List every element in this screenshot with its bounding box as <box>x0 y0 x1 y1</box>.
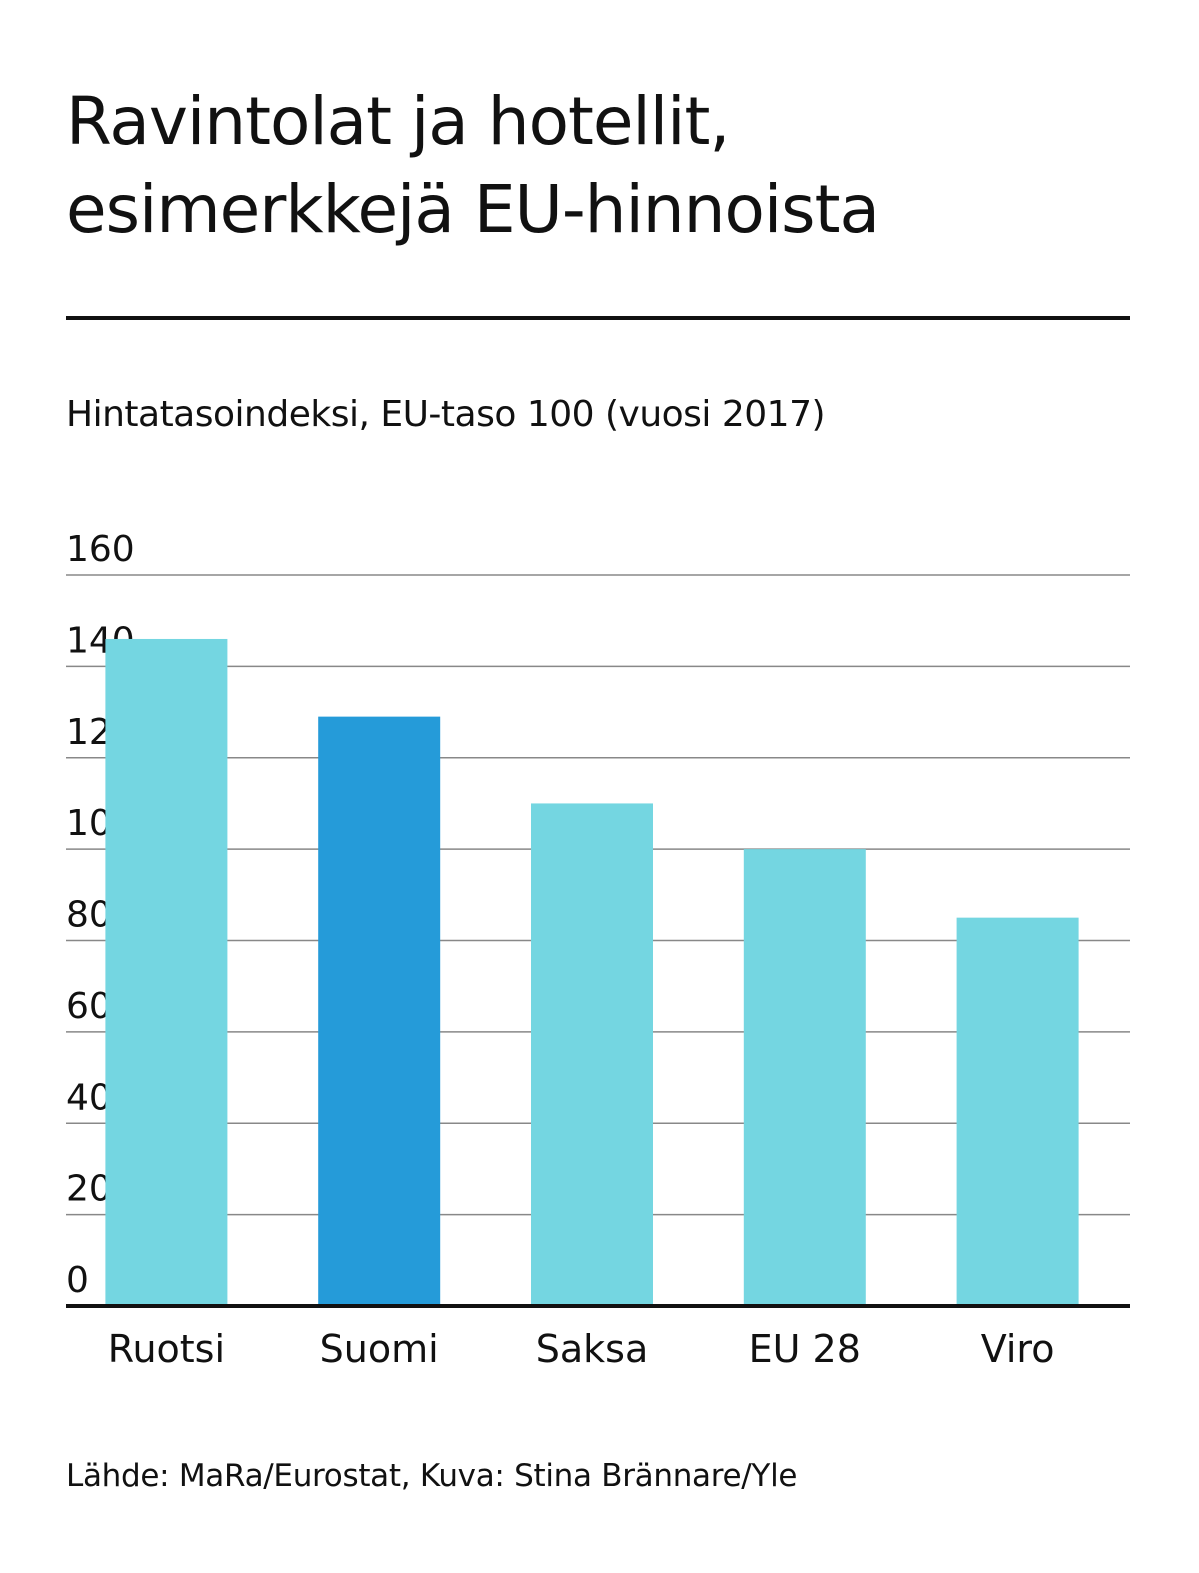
title-line-1: Ravintolat ja hotellit, <box>66 83 730 160</box>
y-tick-label-80: 80 <box>66 895 112 936</box>
bar-eu-28 <box>743 849 866 1306</box>
x-tick-label-suomi: Suomi <box>320 1327 439 1371</box>
y-tick-label-20: 20 <box>66 1169 112 1210</box>
bar-ruotsi <box>105 638 228 1306</box>
title-line-2: esimerkkejä EU-hinnoista <box>66 171 880 248</box>
y-tick-label-160: 160 <box>66 529 135 570</box>
chart-subtitle: Hintatasoindeksi, EU-taso 100 (vuosi 201… <box>66 394 826 435</box>
bar-viro <box>956 917 1079 1306</box>
source-credit: Lähde: MaRa/Eurostat, Kuva: Stina Bränna… <box>66 1458 798 1494</box>
x-tick-label-saksa: Saksa <box>536 1327 649 1371</box>
bar-saksa <box>531 803 653 1306</box>
y-tick-label-40: 40 <box>66 1077 112 1118</box>
y-tick-label-60: 60 <box>66 986 112 1027</box>
title-divider <box>66 316 1130 320</box>
chart-title: Ravintolat ja hotellit, esimerkkejä EU-h… <box>66 78 1136 254</box>
y-tick-label-0: 0 <box>66 1260 89 1301</box>
bar-suomi <box>318 716 441 1306</box>
x-tick-label-eu-28: EU 28 <box>749 1327 861 1371</box>
x-tick-label-ruotsi: Ruotsi <box>108 1327 225 1371</box>
x-tick-label-viro: Viro <box>981 1327 1055 1371</box>
